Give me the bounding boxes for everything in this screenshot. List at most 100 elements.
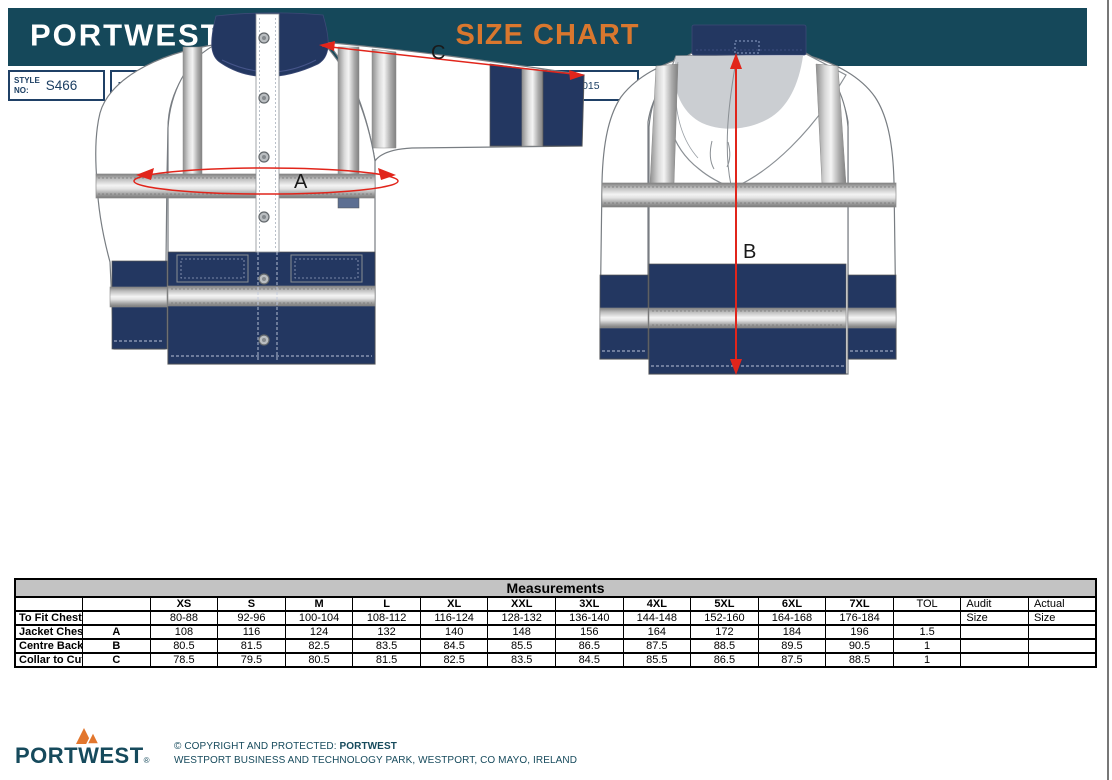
cell-value: 83.5 [487, 652, 556, 668]
cell-value: 148 [487, 624, 556, 640]
cell-value: 116-124 [419, 610, 489, 626]
jacket-diagram: A C [95, 12, 897, 375]
back-collar [691, 24, 807, 56]
style-number-value: S466 [45, 78, 78, 93]
cell-value: 196 [825, 624, 894, 640]
row-letter [82, 610, 151, 626]
cell-value [960, 638, 1029, 654]
column-header-4xl: 4XL [622, 596, 692, 612]
row-label-header [14, 596, 84, 612]
cell-value [960, 652, 1029, 668]
footer-brand-text: PORTWEST [15, 743, 144, 768]
table-row: To Fit Chest 80-88 92-96 100-104 108-112 116-… [14, 610, 1097, 626]
cell-value: 89.5 [757, 638, 827, 654]
cell-value [1027, 638, 1097, 654]
cell-value: 83.5 [352, 638, 421, 654]
measurements-table: Measurements XS S M L XL XXL 3XL 4XL 5XL 6XL 7XL TO… [14, 578, 1097, 668]
cell-value: 82.5 [284, 638, 354, 654]
table-row: Collar to Cuff C 78.5 79.5 80.5 81.5 82.5 83.5 8… [14, 652, 1097, 668]
cell-value: 88.5 [690, 638, 759, 654]
column-header-7xl: 7XL [825, 596, 894, 612]
cell-value: 86.5 [555, 638, 624, 654]
brand-logo-text: PORTWEST [30, 17, 222, 53]
front-buttons [258, 32, 270, 346]
cell-value: 164 [622, 624, 692, 640]
column-header-3xl: 3XL [555, 596, 624, 612]
portwest-mountain-icon [76, 728, 100, 745]
table-title-row: Measurements [14, 578, 1097, 598]
table-title: Measurements [14, 578, 1097, 598]
cell-value: 152-160 [690, 610, 759, 626]
cell-value: 1.5 [892, 624, 962, 640]
table-row: Centre Back to HemB80.581.582.583.584.58… [14, 638, 1097, 654]
cell-value: 85.5 [487, 638, 556, 654]
footer-brand-logo: PORTWEST® [15, 743, 150, 769]
label-b: B [743, 241, 756, 263]
cell-value [892, 610, 962, 626]
cell-value: 79.5 [217, 652, 286, 668]
measure-arrow-a: A [133, 167, 399, 195]
hood [666, 53, 847, 189]
page-title: SIZE CHART [455, 19, 640, 52]
column-header-xs: XS [149, 596, 219, 612]
address-line: WESTPORT BUSINESS AND TECHNOLOGY PARK, W… [174, 754, 578, 766]
cell-value: 144-148 [622, 610, 692, 626]
cell-value: 87.5 [622, 638, 692, 654]
column-header-xl: XL [419, 596, 489, 612]
copyright-brand: PORTWEST [339, 741, 397, 752]
row-label: Collar to Cuff [14, 652, 84, 668]
cell-value: Size [960, 610, 1029, 626]
column-header-actual: Actual [1027, 596, 1097, 612]
back-jacket-drawing: B [599, 24, 897, 375]
column-header-xxl: XXL [487, 596, 556, 612]
cell-value: 80.5 [149, 638, 219, 654]
cell-value: 116 [217, 624, 286, 640]
cell-value: 100-104 [284, 610, 354, 626]
cell-value: 132 [352, 624, 421, 640]
cell-value: 86.5 [690, 652, 759, 668]
front-jacket-drawing: A C [95, 12, 585, 365]
cell-value: 82.5 [419, 652, 489, 668]
cell-value: 87.5 [757, 652, 827, 668]
cell-value: 84.5 [419, 638, 489, 654]
cell-value: 80-88 [149, 610, 219, 626]
cell-value: 164-168 [757, 610, 827, 626]
row-letter: B [82, 638, 151, 654]
label-c: C [431, 42, 445, 64]
cell-value: 92-96 [217, 610, 286, 626]
row-letter: A [82, 624, 151, 640]
column-header-m: M [284, 596, 354, 612]
style-number-box: STYLE NO: S466 [8, 70, 105, 101]
size-header-row: XS S M L XL XXL 3XL 4XL 5XL 6XL 7XL TOL Audit Actual [14, 596, 1097, 612]
column-header-5xl: 5XL [690, 596, 759, 612]
collar-label-patch [734, 40, 760, 54]
cell-value: 108 [149, 624, 219, 640]
footer-registered-icon: ® [143, 756, 150, 765]
column-header-l: L [352, 596, 421, 612]
row-letter: C [82, 652, 151, 668]
column-header-tol: TOL [892, 596, 962, 612]
front-pockets [176, 254, 363, 283]
cell-value: 90.5 [825, 638, 894, 654]
cell-value [1027, 624, 1097, 640]
cell-value: 88.5 [825, 652, 894, 668]
footer-text-block: © COPYRIGHT AND PROTECTED: PORTWEST WEST… [174, 740, 577, 767]
measure-arrow-b: B [730, 53, 756, 375]
cell-value: 156 [555, 624, 624, 640]
cell-value: 1 [892, 638, 962, 654]
label-a: A [294, 171, 308, 193]
cell-value: Size [1027, 610, 1097, 626]
row-label: To Fit Chest [14, 610, 84, 626]
copyright-line: © COPYRIGHT AND PROTECTED: PORTWEST [174, 741, 397, 752]
cell-value: 128-132 [487, 610, 556, 626]
measure-arrow-c: C [319, 41, 585, 80]
row-label: Centre Back to Hem [14, 638, 84, 654]
column-header-audit: Audit [960, 596, 1029, 612]
cell-value: 78.5 [149, 652, 219, 668]
column-header-s: S [217, 596, 286, 612]
column-header-6xl: 6XL [757, 596, 827, 612]
row-label: Jacket Chest [14, 624, 84, 640]
cell-value [1027, 652, 1097, 668]
cell-value: 172 [690, 624, 759, 640]
